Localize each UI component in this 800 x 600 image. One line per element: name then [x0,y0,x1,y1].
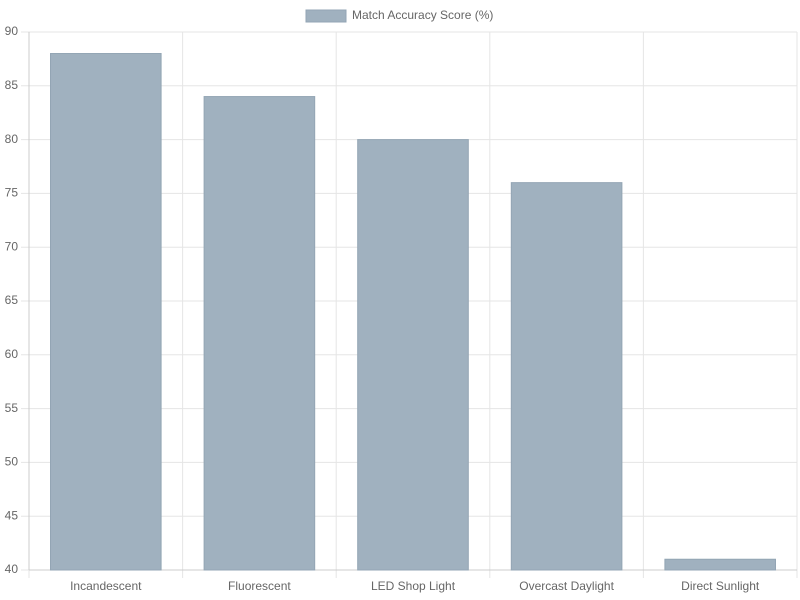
x-tick-label: Fluorescent [228,579,291,593]
x-tick-label: Overcast Daylight [519,579,614,593]
bar [50,53,162,571]
bar [203,96,316,571]
bar [510,182,623,571]
y-tick-label: 85 [5,78,19,92]
y-tick-label: 70 [5,239,19,253]
bar [664,558,776,571]
y-tick-label: 50 [5,455,19,469]
bar [357,139,469,571]
y-tick-label: 90 [5,24,19,38]
y-tick-label: 80 [5,132,19,146]
legend-swatch [305,9,347,23]
x-tick-label: Direct Sunlight [681,579,760,593]
y-tick-label: 45 [5,508,19,522]
x-tick-label: LED Shop Light [371,579,456,593]
y-tick-label: 60 [5,347,19,361]
y-tick-label: 75 [5,186,19,200]
x-tick-label: Incandescent [70,579,142,593]
y-tick-label: 40 [5,562,19,576]
y-tick-label: 65 [5,293,19,307]
legend-label: Match Accuracy Score (%) [352,8,493,22]
y-tick-label: 55 [5,401,19,415]
